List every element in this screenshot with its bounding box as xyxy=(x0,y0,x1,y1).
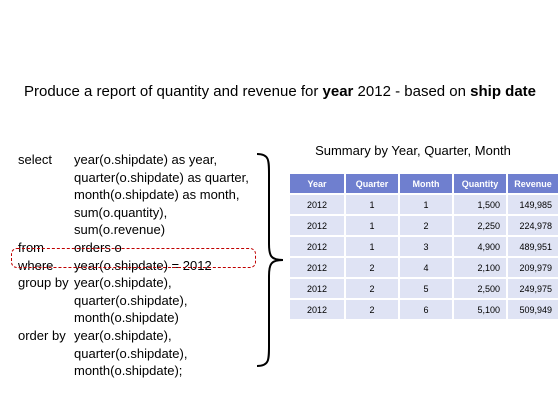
cell-quantity: 4,900 xyxy=(454,237,506,256)
cell-year: 2012 xyxy=(290,195,344,214)
cell-revenue: 249,975 xyxy=(508,279,558,298)
column-header-quantity: Quantity xyxy=(454,174,506,193)
cell-quarter: 2 xyxy=(346,279,398,298)
sql-clause: year(o.shipdate), xyxy=(74,275,172,291)
cell-quarter: 1 xyxy=(346,237,398,256)
table-row: 2012 2 5 2,500 249,975 xyxy=(290,279,558,298)
sql-clause: month(o.shipdate) xyxy=(74,310,179,326)
sql-keyword: where xyxy=(18,257,54,273)
title-text: Produce a report of quantity and revenue… xyxy=(23,83,323,100)
where-clause-highlight xyxy=(11,248,256,268)
title-bold-year: year xyxy=(322,83,354,100)
cell-year: 2012 xyxy=(290,300,344,319)
sql-clause: month(o.shipdate) as month, xyxy=(74,187,240,203)
cell-month: 1 xyxy=(400,195,452,214)
sql-clause: year(o.shipdate) = 2012 xyxy=(74,257,212,273)
sql-keyword: group by xyxy=(18,275,69,291)
cell-quantity: 5,100 xyxy=(454,300,506,319)
sql-keyword: from xyxy=(18,239,44,255)
sql-keyword: select xyxy=(18,152,52,167)
curly-brace-icon xyxy=(256,153,284,367)
sql-clause: year(o.shipdate) as year, xyxy=(74,152,218,167)
cell-revenue: 509,949 xyxy=(508,300,558,319)
page-title: Produce a report of quantity and revenue… xyxy=(0,83,560,100)
title-text: 2012 - based on xyxy=(353,83,471,100)
cell-quantity: 2,100 xyxy=(454,258,506,277)
table-row: 2012 1 2 2,250 224,978 xyxy=(290,216,558,235)
column-header-revenue: Revenue xyxy=(508,174,558,193)
cell-quarter: 1 xyxy=(346,216,398,235)
column-header-quarter: Quarter xyxy=(346,174,398,193)
cell-quarter: 1 xyxy=(346,195,398,214)
cell-quarter: 2 xyxy=(346,300,398,319)
sql-keyword: order by xyxy=(18,327,66,343)
cell-month: 5 xyxy=(400,279,452,298)
table-caption: Summary by Year, Quarter, Month xyxy=(315,143,511,158)
title-bold-ship-date: ship date xyxy=(470,83,537,100)
column-header-year: Year xyxy=(290,174,344,193)
cell-revenue: 224,978 xyxy=(508,216,558,235)
column-header-month: Month xyxy=(400,174,452,193)
cell-revenue: 209,979 xyxy=(508,258,558,277)
sql-clause: orders o xyxy=(74,239,122,255)
cell-quarter: 2 xyxy=(346,258,398,277)
cell-year: 2012 xyxy=(290,258,344,277)
table-header-row: Year Quarter Month Quantity Revenue xyxy=(290,174,558,193)
cell-month: 6 xyxy=(400,300,452,319)
cell-year: 2012 xyxy=(290,279,344,298)
cell-quantity: 1,500 xyxy=(454,195,506,214)
cell-revenue: 489,951 xyxy=(508,237,558,256)
cell-month: 4 xyxy=(400,258,452,277)
cell-month: 2 xyxy=(400,216,452,235)
cell-year: 2012 xyxy=(290,216,344,235)
cell-revenue: 149,985 xyxy=(508,195,558,214)
cell-month: 3 xyxy=(400,237,452,256)
sql-clause: quarter(o.shipdate), xyxy=(74,292,188,308)
table-row: 2012 2 4 2,100 209,979 xyxy=(290,258,558,277)
table-row: 2012 1 1 1,500 149,985 xyxy=(290,195,558,214)
cell-quantity: 2,250 xyxy=(454,216,506,235)
sql-clause: sum(o.quantity), xyxy=(74,204,168,220)
sql-clause: year(o.shipdate), xyxy=(74,327,172,343)
summary-table: Year Quarter Month Quantity Revenue 2012… xyxy=(288,172,560,321)
table-row: 2012 2 6 5,100 509,949 xyxy=(290,300,558,319)
table-row: 2012 1 3 4,900 489,951 xyxy=(290,237,558,256)
cell-year: 2012 xyxy=(290,237,344,256)
sql-clause: month(o.shipdate); xyxy=(74,363,183,379)
sql-clause: quarter(o.shipdate) as quarter, xyxy=(74,169,249,185)
sql-clause: quarter(o.shipdate), xyxy=(74,345,188,361)
sql-clause: sum(o.revenue) xyxy=(74,222,166,238)
cell-quantity: 2,500 xyxy=(454,279,506,298)
